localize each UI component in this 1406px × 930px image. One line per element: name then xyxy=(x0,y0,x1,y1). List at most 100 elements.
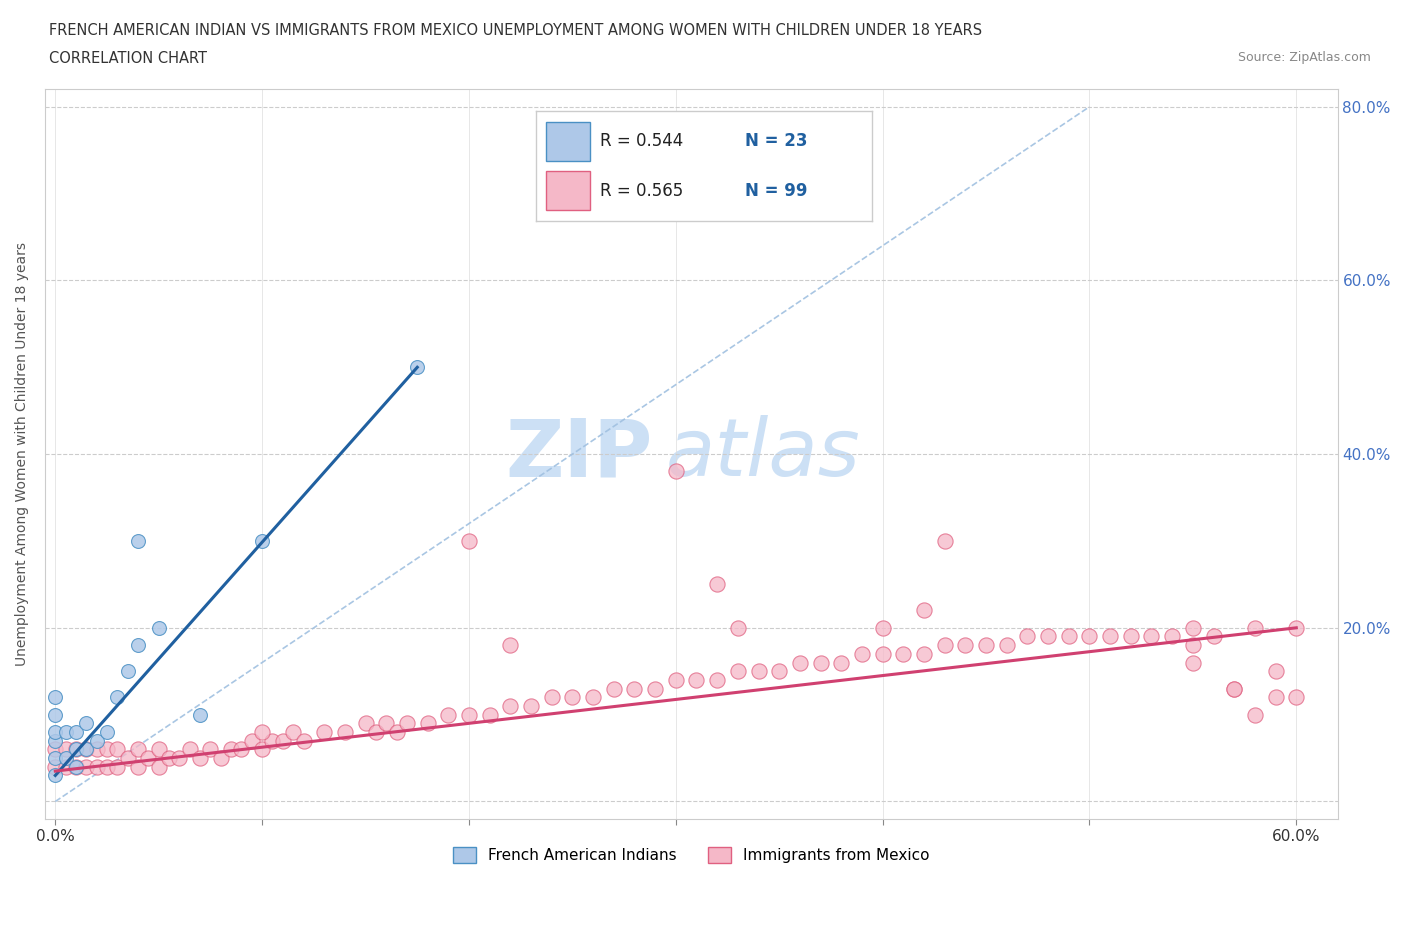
Point xyxy=(561,690,583,705)
Point xyxy=(851,646,873,661)
Point xyxy=(406,360,429,375)
Point xyxy=(44,724,66,739)
Point xyxy=(250,534,273,549)
Text: Source: ZipAtlas.com: Source: ZipAtlas.com xyxy=(1237,51,1371,64)
Point xyxy=(44,707,66,722)
Text: atlas: atlas xyxy=(665,415,860,493)
Point xyxy=(623,681,645,696)
Point xyxy=(685,672,707,687)
Point xyxy=(891,646,914,661)
Point xyxy=(768,664,790,679)
Point xyxy=(1223,681,1246,696)
Point xyxy=(1244,620,1267,635)
Point xyxy=(86,742,108,757)
Point xyxy=(872,646,894,661)
Point xyxy=(364,724,387,739)
Point xyxy=(1264,690,1286,705)
Point xyxy=(499,638,522,653)
Point xyxy=(1285,690,1308,705)
Point xyxy=(665,672,688,687)
Point xyxy=(44,733,66,748)
Point xyxy=(1181,655,1204,670)
Point xyxy=(1119,629,1142,644)
Point xyxy=(375,716,398,731)
Point xyxy=(955,638,977,653)
Point xyxy=(995,638,1018,653)
Point xyxy=(157,751,180,765)
Y-axis label: Unemployment Among Women with Children Under 18 years: Unemployment Among Women with Children U… xyxy=(15,242,30,666)
Point xyxy=(582,690,605,705)
Point xyxy=(1264,664,1286,679)
Point xyxy=(271,733,294,748)
Point xyxy=(240,733,263,748)
Point xyxy=(96,759,118,774)
Text: FRENCH AMERICAN INDIAN VS IMMIGRANTS FROM MEXICO UNEMPLOYMENT AMONG WOMEN WITH C: FRENCH AMERICAN INDIAN VS IMMIGRANTS FRO… xyxy=(49,23,983,38)
Point xyxy=(75,759,97,774)
Point xyxy=(747,664,769,679)
Point xyxy=(55,724,77,739)
Point xyxy=(314,724,336,739)
Point xyxy=(231,742,253,757)
Point xyxy=(65,742,87,757)
Point xyxy=(127,534,149,549)
Point xyxy=(127,759,149,774)
Point xyxy=(727,664,749,679)
Text: CORRELATION CHART: CORRELATION CHART xyxy=(49,51,207,66)
Point xyxy=(86,733,108,748)
Point xyxy=(200,742,222,757)
Point xyxy=(188,707,211,722)
Point xyxy=(1244,707,1267,722)
Point xyxy=(138,751,160,765)
Point xyxy=(179,742,201,757)
Point xyxy=(1161,629,1184,644)
Point xyxy=(75,742,97,757)
Point xyxy=(644,681,666,696)
Point xyxy=(1099,629,1122,644)
Point xyxy=(96,724,118,739)
Point xyxy=(65,759,87,774)
Point xyxy=(974,638,997,653)
Point xyxy=(250,742,273,757)
Point xyxy=(127,742,149,757)
Point xyxy=(219,742,242,757)
Point xyxy=(1181,638,1204,653)
Point xyxy=(209,751,232,765)
Point xyxy=(1036,629,1059,644)
Point xyxy=(292,733,315,748)
Point xyxy=(75,716,97,731)
Point xyxy=(44,751,66,765)
Point xyxy=(912,646,935,661)
Point xyxy=(105,742,128,757)
Point xyxy=(1078,629,1101,644)
Point xyxy=(65,759,87,774)
Point xyxy=(1181,620,1204,635)
Point xyxy=(55,751,77,765)
Point xyxy=(65,724,87,739)
Point xyxy=(283,724,305,739)
Point xyxy=(789,655,811,670)
Point xyxy=(520,698,543,713)
Point xyxy=(44,690,66,705)
Point xyxy=(75,742,97,757)
Point xyxy=(105,759,128,774)
Point xyxy=(1057,629,1080,644)
Point xyxy=(458,534,481,549)
Point xyxy=(499,698,522,713)
Text: ZIP: ZIP xyxy=(505,415,652,493)
Point xyxy=(912,603,935,618)
Point xyxy=(169,751,191,765)
Point xyxy=(395,716,418,731)
Point xyxy=(96,742,118,757)
Point xyxy=(1223,681,1246,696)
Point xyxy=(1285,620,1308,635)
Point xyxy=(65,742,87,757)
Point xyxy=(148,759,170,774)
Point xyxy=(44,768,66,783)
Legend: French American Indians, Immigrants from Mexico: French American Indians, Immigrants from… xyxy=(447,842,935,870)
Point xyxy=(148,620,170,635)
Point xyxy=(55,759,77,774)
Point xyxy=(810,655,832,670)
Point xyxy=(934,534,956,549)
Point xyxy=(127,638,149,653)
Point xyxy=(1202,629,1225,644)
